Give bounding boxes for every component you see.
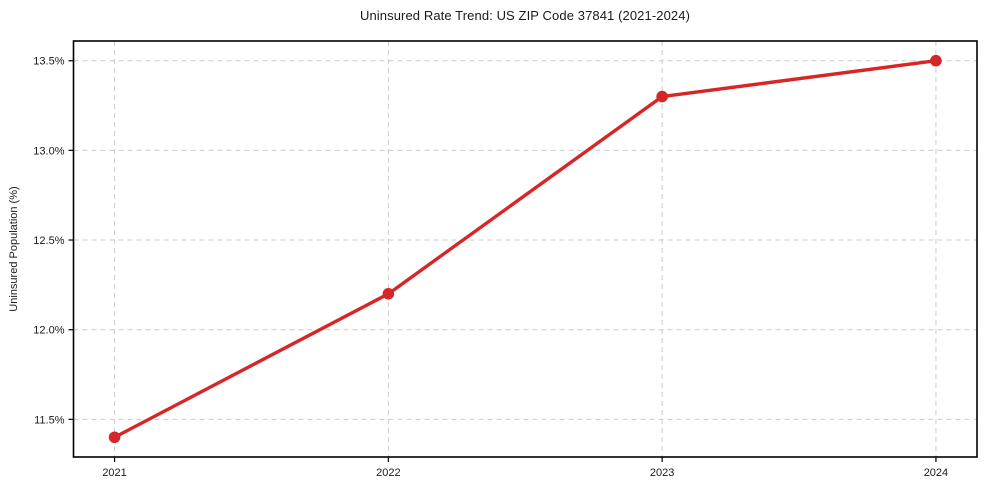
chart-title: Uninsured Rate Trend: US ZIP Code 37841 … xyxy=(359,8,691,23)
x-tick-label: 2021 xyxy=(102,467,126,479)
x-tick-label: 2024 xyxy=(924,467,948,479)
x-tick-label: 2022 xyxy=(376,467,400,479)
y-tick-label: 11.5% xyxy=(34,414,65,426)
y-tick-label: 12.5% xyxy=(33,235,64,247)
data-point-marker xyxy=(656,90,668,103)
y-tick-label: 13.5% xyxy=(33,56,64,68)
data-point-marker xyxy=(108,431,121,444)
trend-line xyxy=(112,59,938,439)
y-tick-label: 12.0% xyxy=(33,325,64,337)
data-point-marker xyxy=(382,288,395,300)
data-point-marker xyxy=(930,54,942,67)
axes-border xyxy=(72,40,978,458)
x-tick-label: 2023 xyxy=(650,467,674,479)
y-tick-label: 13.0% xyxy=(33,145,64,157)
